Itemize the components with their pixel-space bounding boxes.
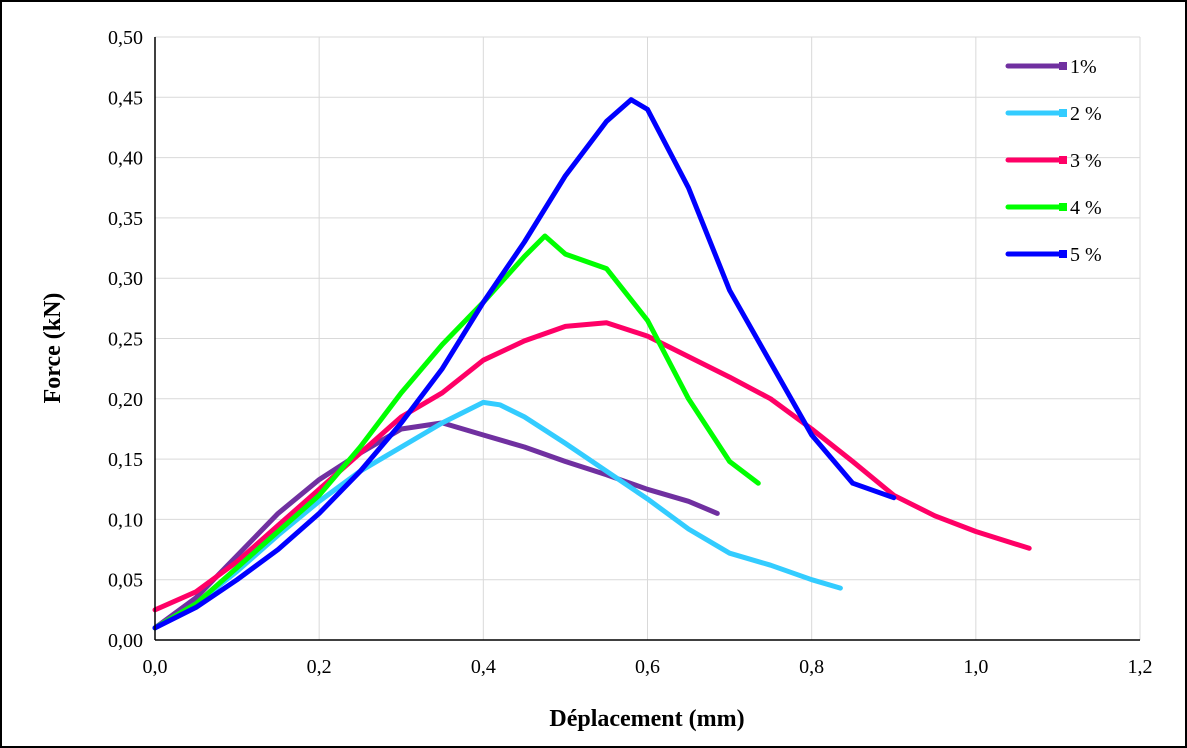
legend-marker-3	[1059, 156, 1067, 164]
legend-label-1: 1%	[1070, 56, 1097, 78]
legend-label-3: 3 %	[1070, 150, 1102, 172]
x-tick-label: 1,0	[963, 656, 988, 678]
y-tick-label: 0,05	[108, 570, 143, 592]
y-tick-label: 0,35	[108, 208, 143, 230]
y-tick-label: 0,10	[108, 509, 143, 531]
y-tick-label: 0,00	[108, 630, 143, 652]
x-tick-label: 0,8	[799, 656, 824, 678]
y-tick-label: 0,45	[108, 87, 143, 109]
y-tick-label: 0,50	[108, 27, 143, 49]
y-tick-label: 0,20	[108, 389, 143, 411]
x-axis-title: Déplacement (mm)	[549, 706, 744, 732]
y-tick-label: 0,25	[108, 329, 143, 351]
x-tick-label: 0,2	[307, 656, 332, 678]
y-axis-title: Force (kN)	[40, 293, 66, 404]
x-tick-label: 0,4	[471, 656, 496, 678]
legend-label-5: 5 %	[1070, 244, 1102, 266]
legend-marker-1	[1059, 62, 1067, 70]
x-tick-label: 1,2	[1128, 656, 1153, 678]
legend-marker-4	[1059, 203, 1067, 211]
x-tick-label: 0,0	[143, 656, 168, 678]
legend-marker-5	[1059, 250, 1067, 258]
legend-marker-2	[1059, 109, 1067, 117]
legend-label-4: 4 %	[1070, 197, 1102, 219]
y-tick-label: 0,30	[108, 268, 143, 290]
y-tick-label: 0,15	[108, 449, 143, 471]
y-tick-label: 0,40	[108, 148, 143, 170]
legend-label-2: 2 %	[1070, 103, 1102, 125]
x-tick-label: 0,6	[635, 656, 660, 678]
